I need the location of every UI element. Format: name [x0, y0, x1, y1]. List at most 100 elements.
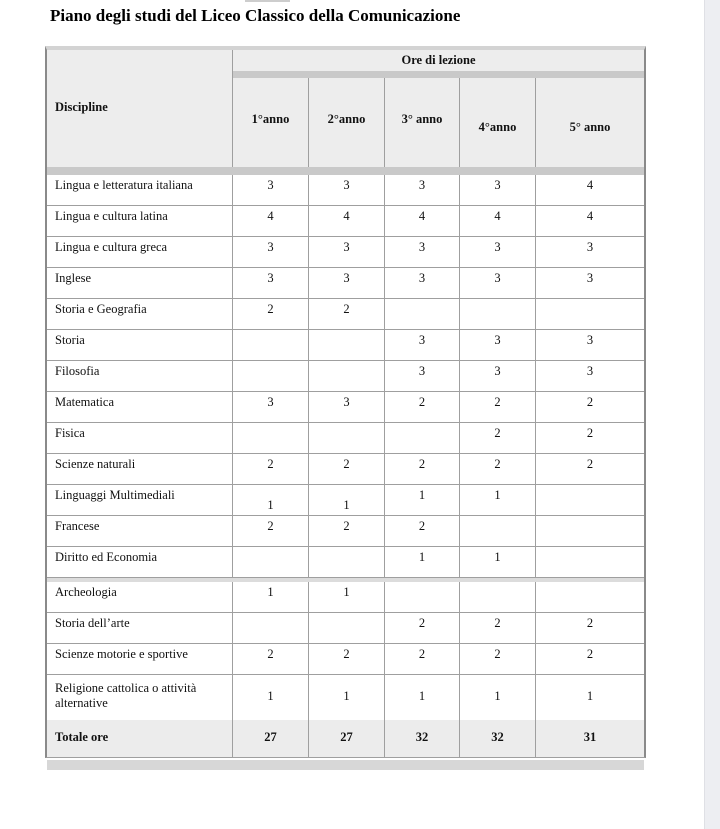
group-header-cell: Ore di lezione — [233, 50, 644, 71]
hours-cell: 3 — [309, 175, 385, 205]
hours-cell: 2 — [460, 613, 536, 643]
discipline-label: Matematica — [47, 392, 233, 422]
year-header-label: 5° anno — [569, 120, 611, 134]
hours-cell — [460, 516, 536, 546]
hours-cell — [385, 582, 460, 612]
hours-cell — [309, 423, 385, 453]
discipline-label: Storia — [47, 330, 233, 360]
study-plan-document: Discipline Ore di lezione 1°anno 2°anno … — [45, 46, 646, 770]
hours-cell: 2 — [460, 392, 536, 422]
hours-cell: 3 — [586, 364, 594, 378]
hours-cell: 3 — [460, 361, 536, 391]
hours-cell: 32 — [460, 720, 536, 757]
hours-cell — [536, 516, 644, 546]
hours-cell: 3 — [460, 268, 536, 298]
hours-cell: 3 — [233, 268, 309, 298]
hours-cell — [233, 330, 309, 360]
table-row: Religione cattolica o attività alternati… — [47, 675, 644, 720]
hours-cell: 2 — [460, 644, 536, 674]
hours-cell: 2 — [460, 454, 536, 484]
hours-cell: 2 — [586, 616, 594, 630]
hours-cell: 2 — [309, 299, 385, 329]
hours-cell: 4 — [309, 206, 385, 236]
hours-cell: 1 — [460, 547, 536, 577]
hours-cell — [309, 361, 385, 391]
hours-cell: 4 — [385, 206, 460, 236]
discipline-label: Scienze motorie e sportive — [47, 644, 233, 674]
hours-cell: 1 — [385, 485, 460, 515]
hours-cell — [536, 547, 644, 577]
year-header-cell: 4°anno — [460, 78, 536, 167]
discipline-label: Lingua e cultura latina — [47, 206, 233, 236]
top-edge-artifact — [245, 0, 290, 2]
hours-cell — [309, 547, 385, 577]
hours-cell: 3 — [309, 237, 385, 267]
hours-cell: 1 — [309, 582, 385, 612]
viewer-background-strip — [704, 0, 720, 829]
hours-cell — [460, 582, 536, 612]
hours-cell: 4 — [233, 206, 309, 236]
hours-cell: 27 — [309, 720, 385, 757]
hours-cell — [385, 299, 460, 329]
year-header-label: 2°anno — [327, 112, 366, 126]
hours-cell: 3 — [309, 268, 385, 298]
discipline-label: Scienze naturali — [47, 454, 233, 484]
hours-cell: 2 — [385, 454, 460, 484]
hours-cell: 3 — [460, 175, 536, 205]
hours-cell: 3 — [586, 333, 594, 347]
hours-cell: 1 — [460, 485, 536, 515]
hours-cell: 31 — [536, 720, 644, 757]
header-bottom-band — [47, 167, 644, 175]
hours-cell: 1 — [385, 547, 460, 577]
hours-cell: 4 — [586, 178, 594, 192]
hours-cell — [233, 361, 309, 391]
year-header-row: 1°anno 2°anno 3° anno 4°anno 5° anno — [233, 78, 644, 167]
page-title: Piano degli studi del Liceo Classico del… — [50, 6, 461, 25]
hours-cell: 2 — [233, 644, 309, 674]
year-header-cell: 2°anno — [309, 78, 385, 167]
hours-cell: 27 — [233, 720, 309, 757]
hours-cell: 1 — [233, 675, 309, 720]
hours-cell: 32 — [385, 720, 460, 757]
hours-cell: 2 — [233, 299, 309, 329]
discipline-label: Storia e Geografia — [47, 299, 233, 329]
discipline-label: Archeologia — [47, 582, 233, 612]
hours-cell: 3 — [233, 237, 309, 267]
hours-cell: 2 — [309, 644, 385, 674]
table-row: Fisica 2 2 — [47, 423, 644, 454]
hours-cell: 2 — [586, 395, 594, 409]
total-row-label: Totale ore — [47, 720, 233, 757]
discipline-label: Francese — [47, 516, 233, 546]
year-header-label: 1°anno — [251, 112, 290, 126]
hours-cell — [309, 330, 385, 360]
hours-cell: 3 — [233, 392, 309, 422]
hours-cell: 2 — [385, 516, 460, 546]
year-header-label: 4°anno — [478, 120, 517, 134]
year-header-cell: 5° anno — [536, 78, 644, 167]
table-header: Discipline Ore di lezione 1°anno 2°anno … — [47, 50, 644, 167]
hours-cell: 1 — [233, 485, 309, 515]
total-row: Totale ore 27 27 32 32 31 — [47, 720, 644, 757]
hours-cell: 3 — [385, 268, 460, 298]
year-header-label: 3° anno — [401, 112, 443, 126]
table-shadow — [47, 760, 644, 770]
hours-cell — [233, 613, 309, 643]
discipline-label: Fisica — [47, 423, 233, 453]
hours-cell: 3 — [460, 330, 536, 360]
study-plan-table: Discipline Ore di lezione 1°anno 2°anno … — [45, 46, 646, 758]
discipline-label: Inglese — [47, 268, 233, 298]
year-header-cell: 1°anno — [233, 78, 309, 167]
